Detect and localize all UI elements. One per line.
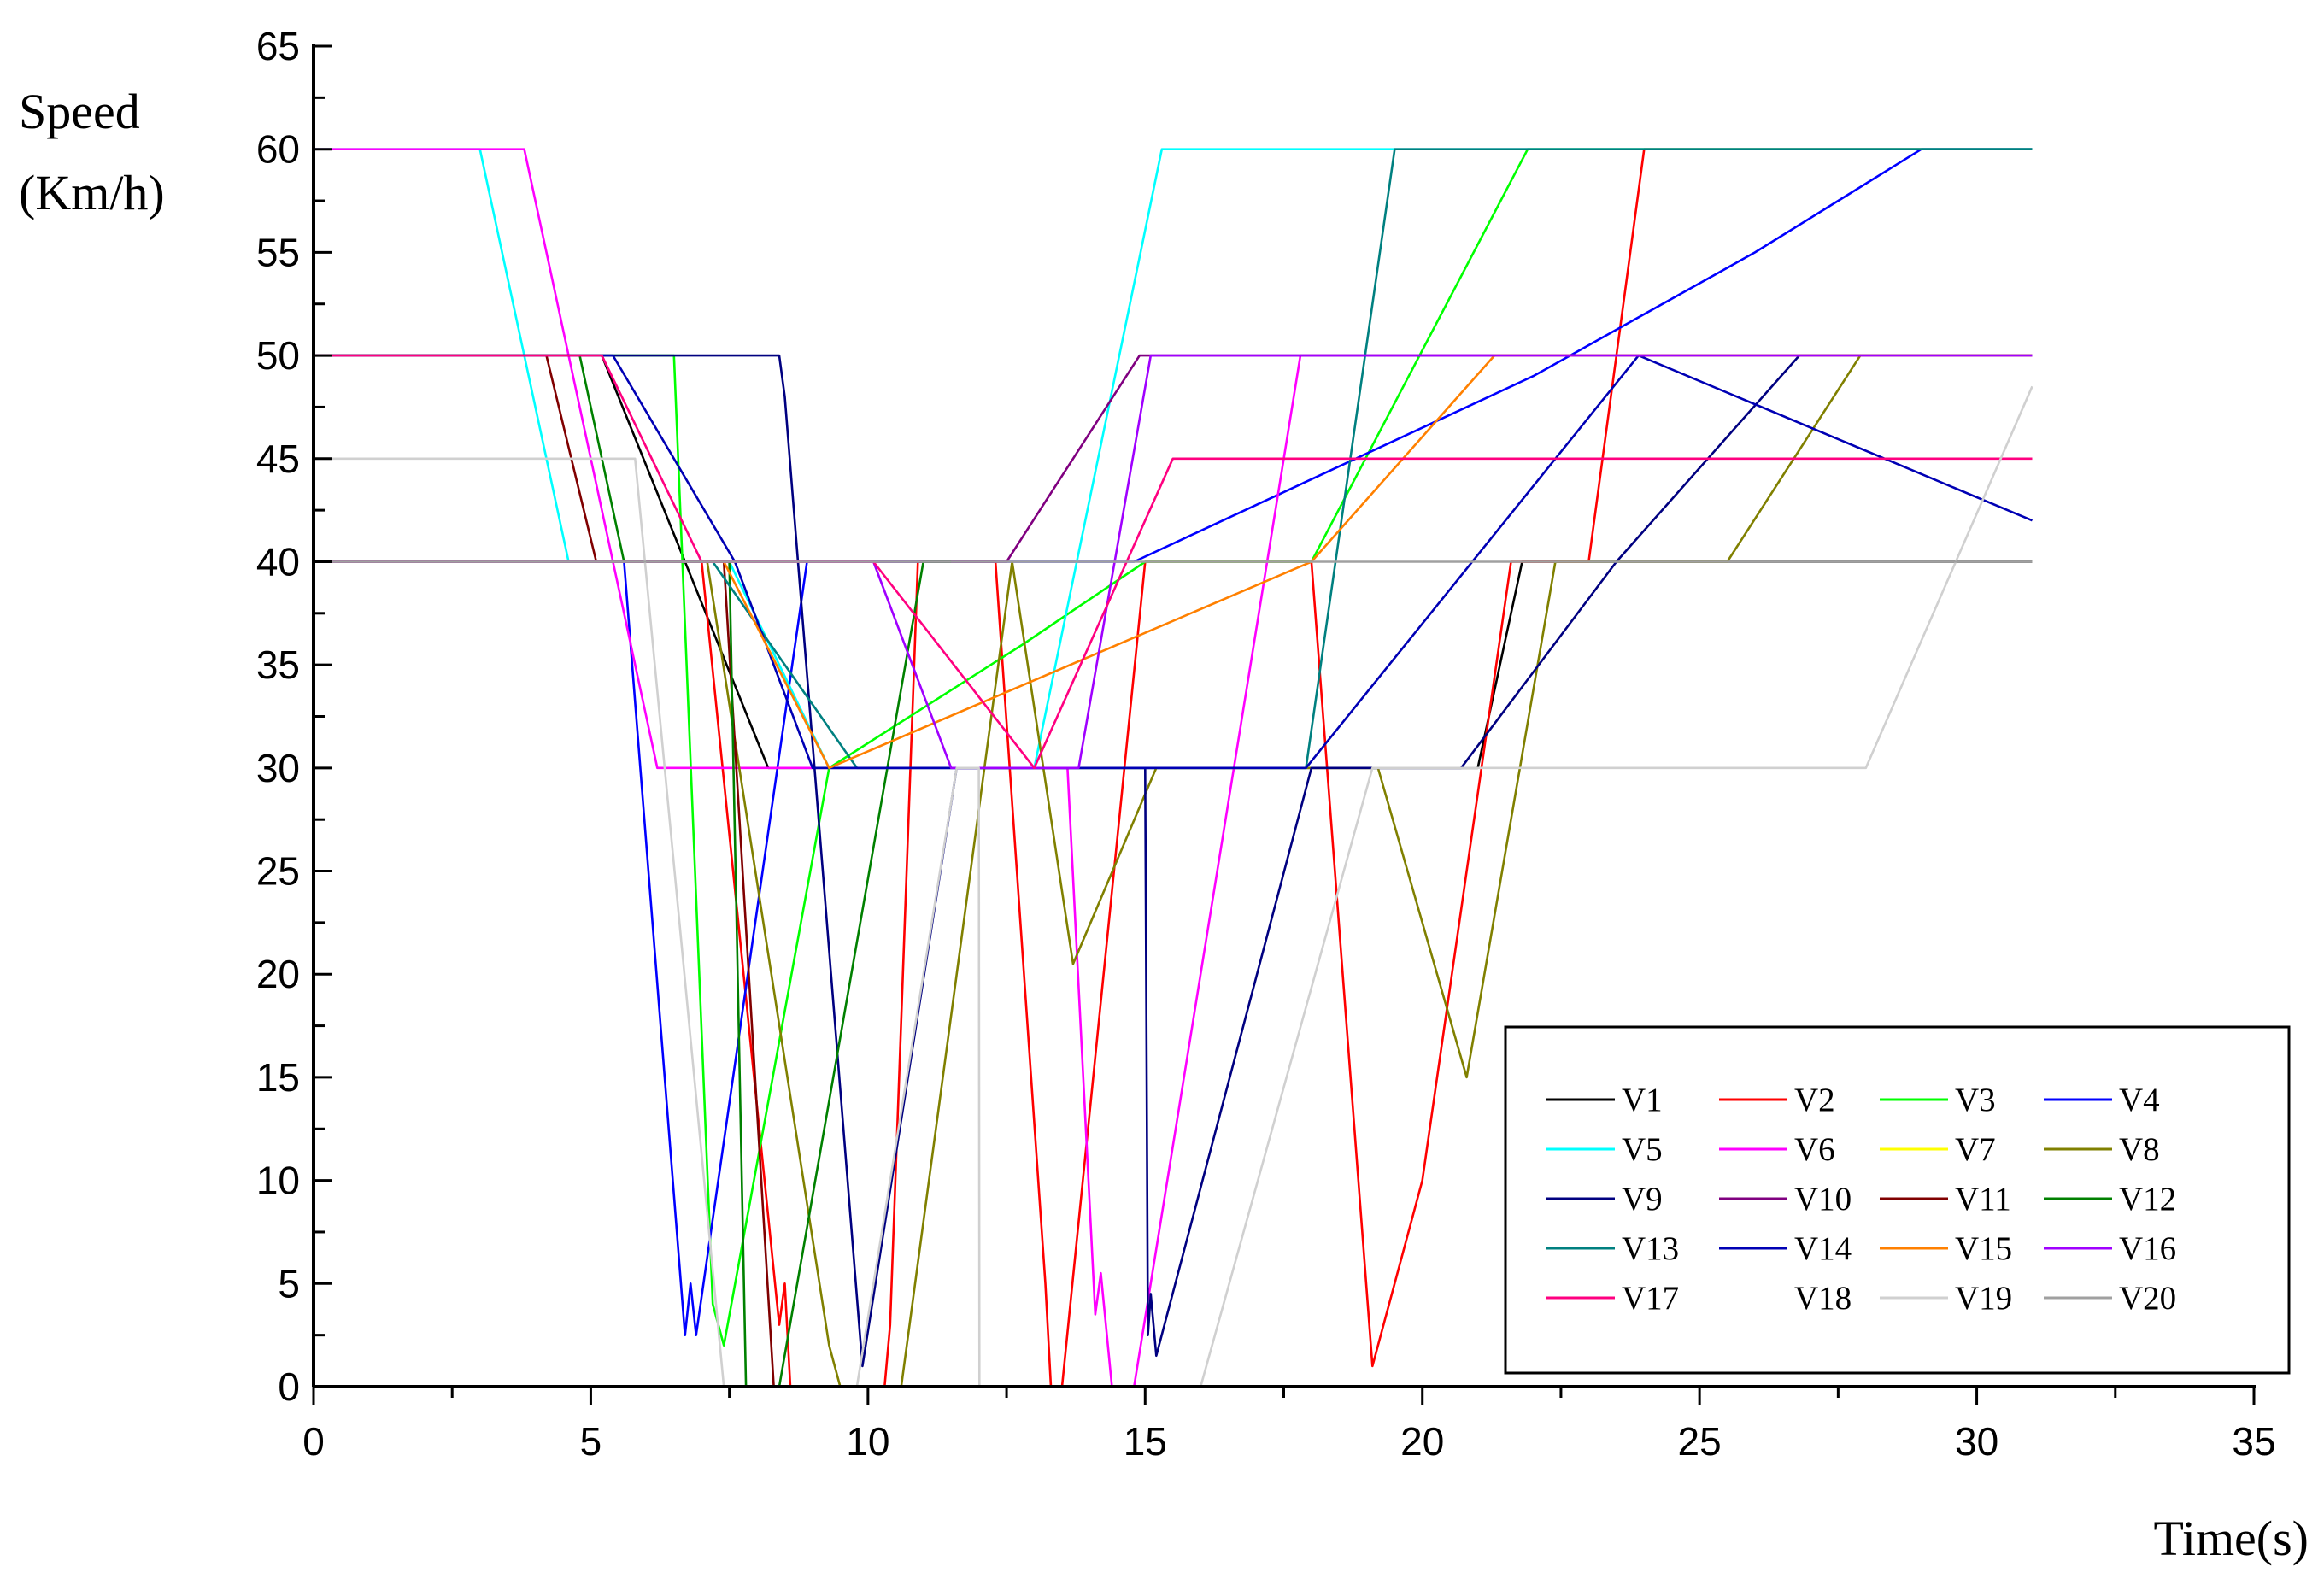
y-tick-label: 35 bbox=[256, 643, 300, 687]
legend-label-v7: V7 bbox=[1955, 1131, 1996, 1168]
x-tick-label: 25 bbox=[1678, 1419, 1722, 1464]
x-tick-label: 35 bbox=[2232, 1419, 2275, 1464]
legend-label-v14: V14 bbox=[1794, 1230, 1852, 1267]
y-tick-label: 25 bbox=[256, 849, 300, 894]
series-line-v9 bbox=[314, 354, 2033, 1368]
series-line-v2 bbox=[314, 148, 2033, 1388]
y-tick-label: 20 bbox=[256, 952, 300, 996]
legend-label-v10: V10 bbox=[1794, 1181, 1852, 1218]
legend-label-v4: V4 bbox=[2119, 1082, 2160, 1118]
y-tick-label: 55 bbox=[256, 230, 300, 274]
x-tick-label: 0 bbox=[302, 1419, 325, 1464]
x-tick-label: 20 bbox=[1400, 1419, 1444, 1464]
legend-label-v2: V2 bbox=[1794, 1082, 1835, 1118]
x-tick-label: 30 bbox=[1955, 1419, 1998, 1464]
series-line-v5 bbox=[314, 148, 2033, 770]
x-tick-label: 15 bbox=[1124, 1419, 1167, 1464]
tick-labels: 0 5 10 15 20 25 30 35 40 45 50 55 60 65 0 5 10 15 20 25 30 35 bbox=[256, 24, 2276, 1464]
legend-label-v20: V20 bbox=[2119, 1280, 2176, 1317]
x-tick-label: 10 bbox=[846, 1419, 889, 1464]
x-axis-label: Time(s) bbox=[2153, 1511, 2309, 1566]
legend-label-v12: V12 bbox=[2119, 1181, 2176, 1218]
y-tick-label: 65 bbox=[256, 24, 300, 68]
y-axis-label-line1: Speed bbox=[19, 84, 140, 139]
legend-label-v3: V3 bbox=[1955, 1082, 1996, 1118]
legend-label-v15: V15 bbox=[1955, 1230, 2012, 1267]
legend-label-v11: V11 bbox=[1955, 1181, 2011, 1218]
legend-label-v18: V18 bbox=[1794, 1280, 1852, 1317]
y-tick-label: 45 bbox=[256, 437, 300, 481]
legend-label-v17: V17 bbox=[1622, 1280, 1679, 1317]
y-tick-label: 30 bbox=[256, 746, 300, 790]
y-tick-label: 10 bbox=[256, 1159, 300, 1203]
legend-label-v5: V5 bbox=[1622, 1131, 1663, 1168]
legend-label-v13: V13 bbox=[1622, 1230, 1679, 1267]
y-tick-label: 0 bbox=[278, 1364, 300, 1409]
y-axis-label-line2: (Km/h) bbox=[19, 165, 165, 220]
legend: V1 V2 V3 V4 V5 V6 V7 V8 V9 V10 V11 V12 V13 V14 V15 V16 V… bbox=[1504, 1025, 2291, 1375]
legend-label-v6: V6 bbox=[1794, 1131, 1835, 1168]
legend-label-v9: V9 bbox=[1622, 1181, 1663, 1218]
legend-label-v16: V16 bbox=[2119, 1230, 2176, 1267]
x-tick-label: 5 bbox=[580, 1419, 602, 1464]
y-tick-label: 40 bbox=[256, 539, 300, 584]
y-tick-label: 5 bbox=[278, 1261, 300, 1306]
series-lines bbox=[314, 148, 2034, 1388]
legend-label-v19: V19 bbox=[1955, 1280, 2012, 1317]
series-line-v12 bbox=[314, 354, 952, 1388]
legend-label-v1: V1 bbox=[1622, 1082, 1663, 1118]
tick-marks bbox=[312, 44, 2256, 1405]
y-tick-label: 15 bbox=[256, 1055, 300, 1100]
series-line-v19 bbox=[314, 385, 2034, 1388]
legend-label-v8: V8 bbox=[2119, 1131, 2160, 1168]
y-tick-label: 60 bbox=[256, 127, 300, 172]
y-tick-label: 50 bbox=[256, 333, 300, 378]
